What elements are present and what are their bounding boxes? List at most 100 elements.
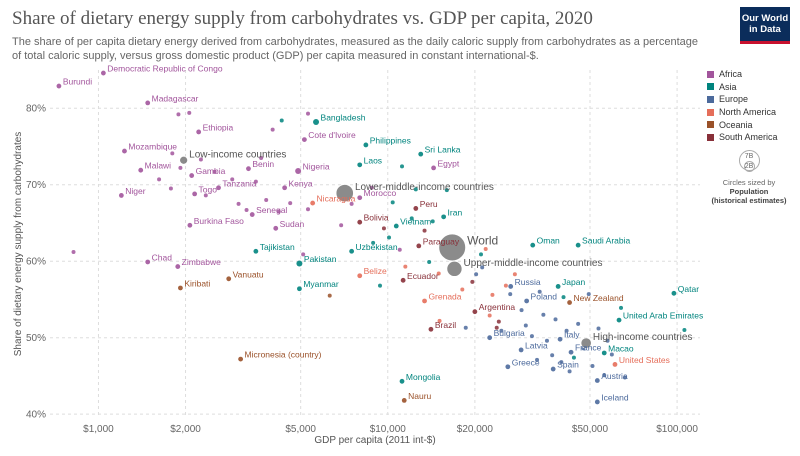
point-label: Micronesia (country) <box>245 350 322 360</box>
data-point <box>189 173 195 178</box>
point-label: United States <box>619 355 670 365</box>
point-label: Vanuatu <box>233 269 264 279</box>
data-point <box>571 355 576 360</box>
data-point <box>71 250 76 255</box>
point-label: Iceland <box>601 392 629 402</box>
data-point <box>609 352 614 357</box>
data-point <box>576 321 581 326</box>
data-point <box>378 283 383 288</box>
data-point <box>253 248 259 254</box>
data-point <box>178 165 183 170</box>
data-point <box>409 216 414 221</box>
data-point <box>460 287 465 292</box>
point-label: Latvia <box>525 340 548 350</box>
data-point <box>529 334 534 339</box>
point-label: Ethiopia <box>203 122 234 132</box>
data-point <box>601 350 607 356</box>
data-point <box>619 305 624 310</box>
data-point <box>553 317 558 322</box>
point-label: Tajikistan <box>260 242 295 252</box>
point-label: Bolivia <box>364 213 389 223</box>
data-point <box>555 284 561 289</box>
data-point <box>422 228 427 233</box>
data-point <box>230 177 235 182</box>
point-label: Ecuador <box>407 271 439 281</box>
point-label: Nigeria <box>303 161 330 171</box>
data-point <box>226 276 232 282</box>
data-point <box>444 188 449 193</box>
point-label: Saudi Arabia <box>582 236 630 246</box>
point-label: Qatar <box>678 284 699 294</box>
data-point <box>508 284 514 289</box>
data-point <box>306 111 311 116</box>
data-point <box>259 155 264 160</box>
data-point <box>296 260 303 267</box>
legend-swatch <box>707 95 714 103</box>
data-point <box>559 360 564 365</box>
data-point <box>622 375 627 380</box>
data-point <box>339 223 344 228</box>
point-label: United Arab Emirates <box>623 311 703 321</box>
data-point <box>301 137 307 143</box>
data-point <box>480 265 485 270</box>
x-tick-label: $20,000 <box>457 424 494 435</box>
legend-item[interactable]: North America <box>707 106 792 119</box>
data-point <box>170 151 175 156</box>
point-label: Myanmar <box>303 279 339 289</box>
data-point <box>605 338 610 343</box>
legend-item[interactable]: Africa <box>707 68 792 81</box>
point-label: Nauru <box>408 391 431 401</box>
chart-title: Share of dietary energy supply from carb… <box>12 8 593 29</box>
data-point <box>512 272 517 277</box>
point-label: Vietnam <box>400 217 431 227</box>
data-point <box>216 185 221 191</box>
data-point <box>179 155 189 165</box>
y-tick-label: 50% <box>26 333 46 344</box>
point-label: Sri Lanka <box>425 145 461 155</box>
data-point <box>198 157 203 162</box>
data-point <box>246 166 251 172</box>
point-label: New Zealand <box>573 293 623 303</box>
size-note-variable: Population <box>729 187 769 196</box>
data-point <box>357 162 363 168</box>
owid-logo[interactable]: Our World in Data <box>740 7 790 44</box>
data-point <box>397 247 402 252</box>
data-point <box>427 259 432 264</box>
data-point <box>535 357 540 362</box>
point-label: Belize <box>364 266 387 276</box>
point-label: Italy <box>564 330 580 340</box>
legend-item[interactable]: Oceania <box>707 118 792 131</box>
data-point <box>490 292 495 297</box>
point-label: Sudan <box>280 219 305 229</box>
point-label: Malawi <box>145 161 172 171</box>
data-point <box>524 298 530 304</box>
data-point <box>519 308 524 313</box>
data-point <box>505 364 511 370</box>
point-label: Peru <box>420 199 438 209</box>
data-point <box>478 252 483 257</box>
point-label: Japan <box>562 277 585 287</box>
point-label: Low-income countries <box>189 149 286 160</box>
legend-item[interactable]: Europe <box>707 93 792 106</box>
point-label: Pakistan <box>304 254 337 264</box>
data-point <box>122 148 127 154</box>
point-label: Chad <box>152 252 173 262</box>
point-label: Bulgaria <box>494 328 525 338</box>
point-label: Russia <box>515 277 541 287</box>
data-point <box>567 369 572 374</box>
data-point <box>363 142 369 148</box>
data-point <box>561 295 566 300</box>
point-label: Lower-middle-income countries <box>355 182 494 193</box>
legend-item[interactable]: South America <box>707 131 792 144</box>
data-point <box>138 167 144 173</box>
data-point <box>381 226 386 231</box>
data-point <box>178 285 183 291</box>
y-tick-label: 80% <box>26 104 46 115</box>
data-point <box>518 347 524 353</box>
point-label: Egypt <box>437 158 459 168</box>
x-tick-label: $1,000 <box>83 424 114 435</box>
data-point <box>212 169 217 174</box>
data-point <box>313 119 320 126</box>
legend-item[interactable]: Asia <box>707 81 792 94</box>
data-point <box>273 225 279 231</box>
